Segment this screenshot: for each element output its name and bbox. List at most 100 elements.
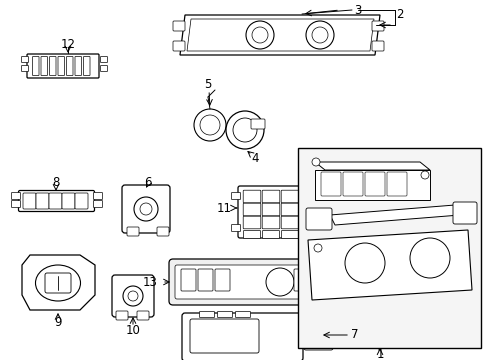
FancyBboxPatch shape (198, 269, 213, 291)
FancyBboxPatch shape (93, 193, 102, 199)
FancyBboxPatch shape (45, 273, 71, 293)
Circle shape (251, 27, 267, 43)
FancyBboxPatch shape (281, 203, 298, 216)
FancyBboxPatch shape (75, 193, 88, 209)
FancyBboxPatch shape (58, 57, 64, 76)
FancyBboxPatch shape (231, 225, 240, 231)
Polygon shape (180, 15, 379, 55)
FancyBboxPatch shape (302, 225, 311, 231)
FancyBboxPatch shape (262, 203, 279, 216)
FancyBboxPatch shape (243, 190, 260, 203)
FancyBboxPatch shape (281, 216, 298, 229)
Text: 11: 11 (217, 202, 231, 215)
Polygon shape (314, 162, 429, 170)
Circle shape (345, 243, 384, 283)
FancyBboxPatch shape (21, 57, 28, 63)
Polygon shape (307, 230, 471, 300)
FancyBboxPatch shape (364, 172, 384, 196)
FancyBboxPatch shape (182, 313, 303, 360)
Ellipse shape (36, 265, 81, 301)
FancyBboxPatch shape (243, 216, 260, 229)
FancyBboxPatch shape (36, 193, 49, 209)
FancyBboxPatch shape (49, 57, 56, 76)
FancyBboxPatch shape (327, 269, 342, 291)
Text: 4: 4 (251, 152, 258, 165)
FancyBboxPatch shape (93, 201, 102, 207)
FancyBboxPatch shape (101, 66, 107, 72)
FancyBboxPatch shape (281, 190, 298, 203)
FancyBboxPatch shape (49, 193, 62, 209)
Text: 5: 5 (204, 78, 211, 91)
FancyBboxPatch shape (238, 186, 304, 238)
FancyBboxPatch shape (250, 119, 264, 129)
Polygon shape (329, 205, 459, 225)
FancyBboxPatch shape (169, 259, 364, 305)
Text: 8: 8 (52, 176, 60, 189)
Circle shape (225, 111, 264, 149)
FancyBboxPatch shape (262, 190, 279, 203)
Text: 10: 10 (125, 324, 140, 337)
FancyBboxPatch shape (122, 185, 170, 233)
FancyBboxPatch shape (19, 190, 94, 211)
FancyBboxPatch shape (217, 311, 232, 318)
Circle shape (409, 238, 449, 278)
FancyBboxPatch shape (262, 230, 279, 238)
Circle shape (123, 286, 142, 306)
FancyBboxPatch shape (27, 54, 99, 78)
FancyBboxPatch shape (243, 203, 260, 216)
Circle shape (194, 109, 225, 141)
FancyBboxPatch shape (181, 269, 196, 291)
FancyBboxPatch shape (215, 269, 229, 291)
Bar (297, 148, 480, 348)
Polygon shape (314, 170, 429, 200)
FancyBboxPatch shape (452, 202, 476, 224)
FancyBboxPatch shape (75, 57, 81, 76)
FancyBboxPatch shape (173, 41, 184, 51)
FancyBboxPatch shape (101, 57, 107, 63)
Text: 1: 1 (375, 348, 383, 360)
FancyBboxPatch shape (66, 57, 73, 76)
FancyBboxPatch shape (12, 193, 20, 199)
Text: 3: 3 (354, 4, 361, 17)
FancyBboxPatch shape (41, 57, 47, 76)
FancyBboxPatch shape (199, 311, 214, 318)
Circle shape (245, 21, 273, 49)
Text: 12: 12 (61, 37, 75, 50)
FancyBboxPatch shape (310, 269, 325, 291)
FancyBboxPatch shape (342, 172, 362, 196)
Circle shape (140, 203, 152, 215)
FancyBboxPatch shape (62, 193, 75, 209)
FancyBboxPatch shape (243, 230, 260, 238)
Circle shape (232, 118, 257, 142)
Circle shape (134, 197, 158, 221)
Polygon shape (22, 255, 95, 310)
FancyBboxPatch shape (386, 172, 406, 196)
FancyBboxPatch shape (157, 227, 169, 236)
FancyBboxPatch shape (320, 172, 340, 196)
FancyBboxPatch shape (137, 311, 149, 320)
FancyBboxPatch shape (12, 201, 20, 207)
Circle shape (311, 27, 327, 43)
Polygon shape (186, 19, 373, 51)
Circle shape (265, 268, 293, 296)
Text: 7: 7 (350, 328, 358, 342)
Text: 2: 2 (395, 9, 403, 22)
Text: 9: 9 (54, 315, 61, 328)
Circle shape (420, 171, 428, 179)
Circle shape (200, 115, 220, 135)
Text: 6: 6 (144, 176, 151, 189)
Circle shape (128, 291, 138, 301)
FancyBboxPatch shape (23, 193, 36, 209)
FancyBboxPatch shape (231, 193, 240, 199)
Circle shape (311, 158, 319, 166)
FancyBboxPatch shape (304, 324, 332, 350)
FancyBboxPatch shape (32, 57, 39, 76)
Circle shape (305, 21, 333, 49)
FancyBboxPatch shape (127, 227, 139, 236)
Polygon shape (269, 270, 289, 289)
FancyBboxPatch shape (371, 21, 383, 31)
FancyBboxPatch shape (83, 57, 90, 76)
FancyBboxPatch shape (235, 311, 250, 318)
FancyBboxPatch shape (190, 319, 259, 353)
FancyBboxPatch shape (371, 41, 383, 51)
